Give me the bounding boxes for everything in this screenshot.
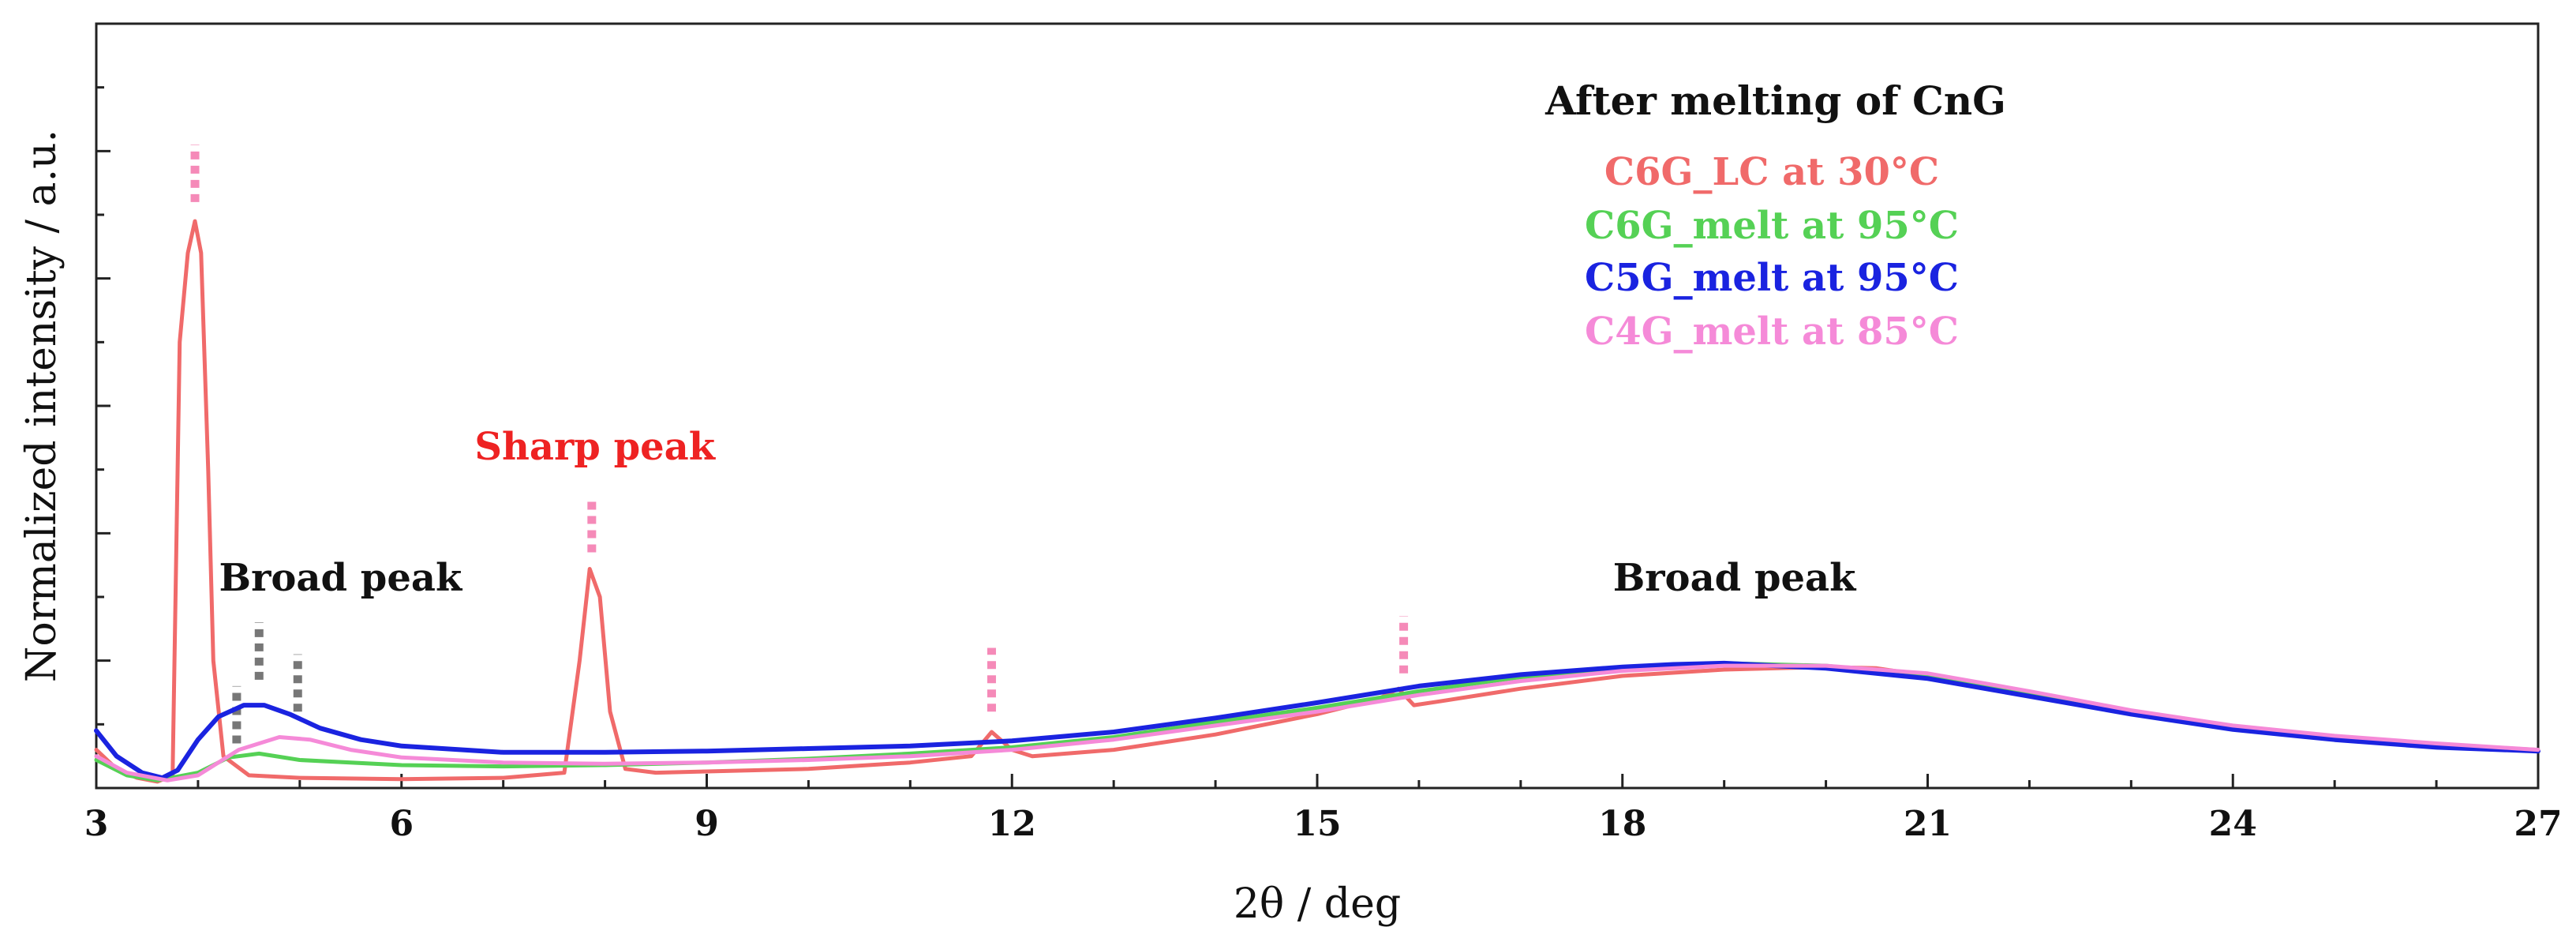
legend-entry-c5g-melt: C5G_melt at 95°C (1585, 256, 1959, 300)
x-tick-label: 12 (988, 804, 1036, 844)
legend-entry-c6g-melt: C6G_melt at 95°C (1585, 204, 1959, 248)
x-tick-label: 18 (1598, 804, 1646, 844)
x-tick-label: 27 (2514, 804, 2562, 844)
legend-entry-c6g-lc: C6G_LC at 30°C (1604, 150, 1939, 194)
x-tick-label: 3 (84, 804, 109, 844)
series-line-c6g-lc (94, 219, 2540, 784)
annotation-layer: Sharp peak Broad peak Broad peak (219, 425, 1858, 600)
annotation-label: Broad peak (1613, 556, 1857, 600)
x-tick-label: 24 (2209, 804, 2257, 844)
plot-frame (95, 22, 2540, 790)
y-axis-title: Normalized intensity / a.u. (18, 129, 66, 682)
series-line-c5g-melt (94, 660, 2540, 781)
x-tick-label: 15 (1293, 804, 1341, 844)
legend-entry-c4g-melt: C4G_melt at 85°C (1585, 310, 1959, 354)
ticks-layer: 3 6 9 12 15 18 21 24 27 (84, 22, 2563, 844)
series-line-c4g-melt (94, 663, 2540, 782)
x-axis-title: 2θ / deg (1234, 880, 1401, 928)
legend-title: After melting of CnG (1544, 77, 2006, 124)
annotation-label: Broad peak (219, 556, 463, 600)
series-layer (94, 219, 2540, 784)
x-tick-label: 9 (695, 804, 719, 844)
annotation-label: Sharp peak (474, 425, 716, 469)
x-tick-label: 21 (1904, 804, 1952, 844)
markers-layer (190, 144, 1409, 744)
x-tick-label: 6 (389, 804, 414, 844)
